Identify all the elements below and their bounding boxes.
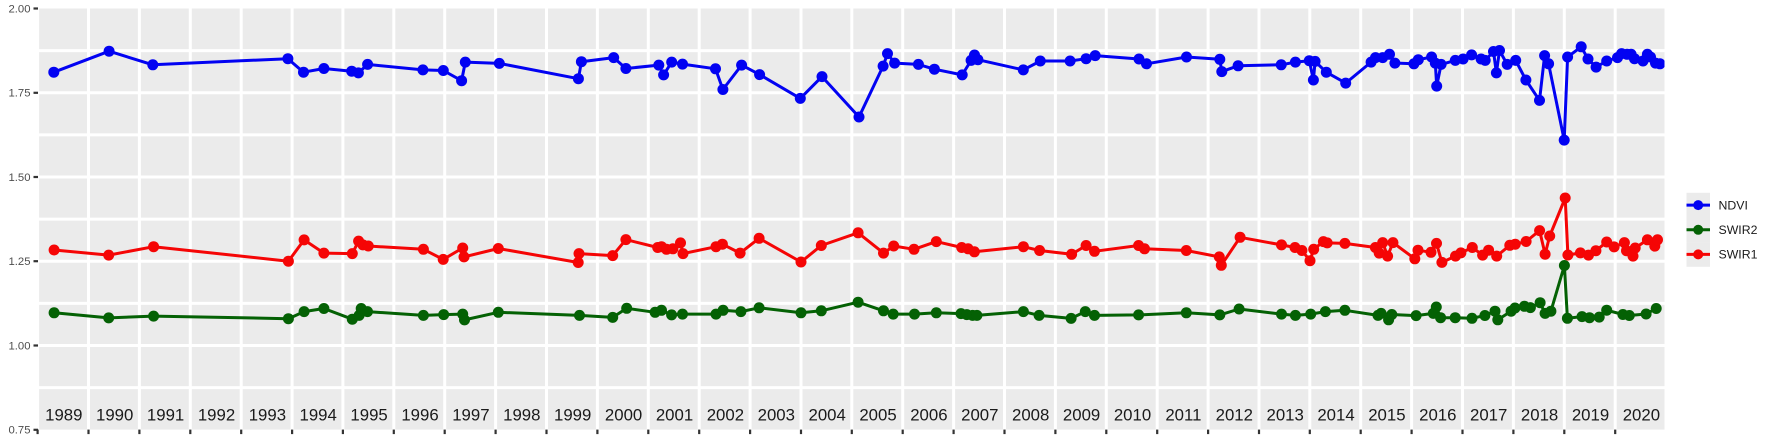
svg-text:1992: 1992 (198, 406, 235, 425)
svg-text:2004: 2004 (809, 406, 846, 425)
svg-text:1993: 1993 (249, 406, 286, 425)
svg-text:2000: 2000 (605, 406, 642, 425)
svg-text:SWIR1: SWIR1 (1719, 248, 1758, 262)
svg-text:1.75: 1.75 (9, 88, 31, 100)
svg-text:2020: 2020 (1623, 406, 1660, 425)
svg-text:2019: 2019 (1572, 406, 1609, 425)
svg-text:2007: 2007 (961, 406, 998, 425)
svg-text:1989: 1989 (45, 406, 82, 425)
svg-text:1990: 1990 (96, 406, 133, 425)
svg-text:1996: 1996 (401, 406, 438, 425)
svg-text:0.75: 0.75 (9, 425, 31, 437)
svg-text:2012: 2012 (1216, 406, 1253, 425)
svg-text:SWIR2: SWIR2 (1719, 223, 1758, 237)
svg-text:1995: 1995 (350, 406, 387, 425)
svg-text:NDVI: NDVI (1719, 198, 1748, 212)
svg-text:1997: 1997 (452, 406, 489, 425)
svg-text:2009: 2009 (1063, 406, 1100, 425)
svg-text:2011: 2011 (1165, 406, 1201, 425)
svg-text:2014: 2014 (1317, 406, 1354, 425)
svg-text:2003: 2003 (758, 406, 795, 425)
svg-text:1994: 1994 (300, 406, 337, 425)
svg-text:1.25: 1.25 (9, 256, 31, 268)
svg-text:2015: 2015 (1368, 406, 1405, 425)
svg-text:2001: 2001 (656, 406, 693, 425)
svg-text:2.00: 2.00 (9, 3, 31, 15)
svg-text:1.00: 1.00 (9, 340, 31, 352)
svg-text:2017: 2017 (1470, 406, 1507, 425)
svg-text:2005: 2005 (859, 406, 896, 425)
svg-text:1.50: 1.50 (9, 172, 31, 184)
svg-text:2006: 2006 (910, 406, 947, 425)
svg-text:2008: 2008 (1012, 406, 1049, 425)
svg-text:2010: 2010 (1114, 406, 1151, 425)
svg-text:2016: 2016 (1419, 406, 1456, 425)
svg-text:2018: 2018 (1521, 406, 1558, 425)
svg-text:1998: 1998 (503, 406, 540, 425)
svg-text:1991: 1991 (147, 406, 184, 425)
svg-text:2013: 2013 (1267, 406, 1304, 425)
svg-text:2002: 2002 (707, 406, 744, 425)
svg-text:1999: 1999 (554, 406, 591, 425)
